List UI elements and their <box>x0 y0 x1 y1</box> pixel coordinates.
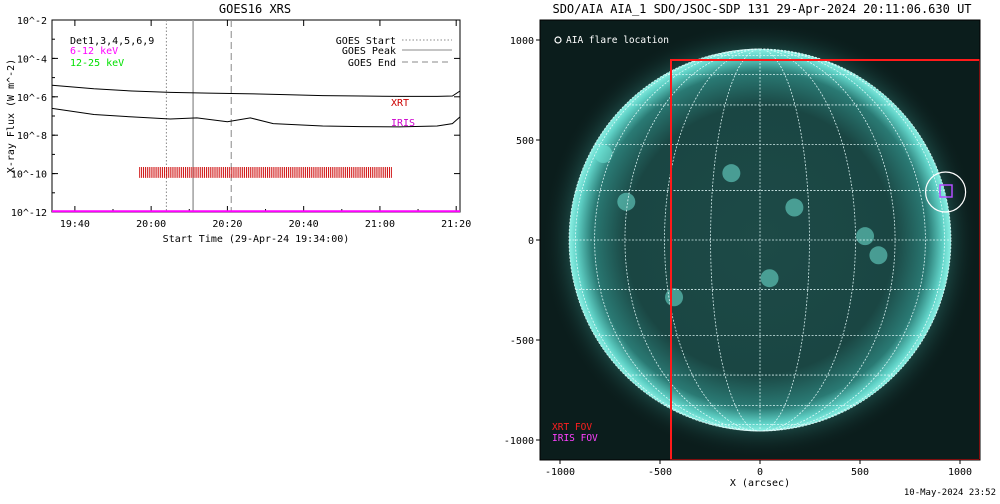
longitude-line <box>759 48 945 432</box>
legend-6-12kev: 6-12 keV <box>70 46 118 57</box>
active-region-glow <box>869 246 888 265</box>
heliographic-grid <box>568 48 952 432</box>
active-region-glow <box>665 288 684 307</box>
aia-x-axis-label: X (arcsec) <box>730 478 790 489</box>
date-stamp: 10-May-2024 23:52 <box>904 488 996 498</box>
flare-legend-icon <box>554 36 562 44</box>
active-region-glow <box>594 145 613 164</box>
goes-chart-title: GOES16 XRS <box>219 2 291 16</box>
flare-location-marker <box>924 171 967 213</box>
active-region-glow <box>785 198 804 217</box>
xrt-fov-box <box>670 59 980 460</box>
longitude-line <box>710 48 761 432</box>
xrt-fov-label: XRT FOV <box>552 422 592 433</box>
goes-y-axis: 10^-2 10^-4 10^-6 10^-8 10^-10 10^-12 <box>11 16 460 219</box>
limb-outline <box>568 48 952 432</box>
active-region-glow <box>617 192 636 211</box>
legend-goes-peak: GOES Peak <box>342 46 396 57</box>
longitude-line <box>624 48 761 432</box>
longitude-line <box>759 48 926 432</box>
goes-x-tick-label: 21:00 <box>365 219 395 230</box>
goes-xrs-panel: GOES16 XRS 10^-210^-410^-610^-810^-1010^… <box>6 2 471 245</box>
aia-x-tick-label: 500 <box>851 467 869 478</box>
goes-y-axis-label: X-ray Flux (W m^-2) <box>6 59 17 173</box>
aia-x-tick-label: 0 <box>757 467 763 478</box>
aia-y-tick-label: -500 <box>510 336 534 347</box>
aia-y-tick-label: 0 <box>528 236 534 247</box>
active-region-glow <box>722 164 741 183</box>
longitude-line <box>575 48 761 432</box>
goes-x-tick-label: 20:40 <box>289 219 319 230</box>
iris-fov-label: IRIS FOV <box>552 433 598 444</box>
goes-y-tick-label: 10^-2 <box>17 16 47 27</box>
goes-x-axis-label: Start Time (29-Apr-24 19:34:00) <box>163 234 350 245</box>
aia-x-tick-label: -500 <box>648 467 672 478</box>
longitude-line <box>759 48 856 432</box>
aia-x-tick-label: -1000 <box>545 467 575 478</box>
aia-y-tick-label: -1000 <box>504 436 534 447</box>
aia-y-tick-label: 1000 <box>510 36 534 47</box>
goes-flux-series <box>51 84 461 213</box>
aia-x-tick-label: 1000 <box>948 467 972 478</box>
aia-y-axis: 1000 500 0 -500 -1000 <box>504 36 540 447</box>
goes-x-tick-label: 19:40 <box>60 219 90 230</box>
goes-x-tick-label: 21:20 <box>441 219 471 230</box>
legend-12-25kev: 12-25 keV <box>70 58 124 69</box>
aia-image-panel: SDO/AIA AIA_1 SDO/JSOC-SDP 131 29-Apr-20… <box>504 2 996 498</box>
legend-goes-start: GOES Start <box>336 36 396 47</box>
goes-y-tick-label: 10^-4 <box>17 54 47 65</box>
longitude-line <box>664 48 761 432</box>
goes-y-tick-label: 10^-10 <box>11 170 47 181</box>
aia-y-tick-label: 500 <box>516 136 534 147</box>
iris-fov-box <box>939 184 953 198</box>
longitude-line <box>594 48 761 432</box>
goes-x-tick-label: 20:20 <box>212 219 242 230</box>
goes-x-tick-label: 20:00 <box>136 219 166 230</box>
goes-y-tick-label: 10^-8 <box>17 131 47 142</box>
xrt-annotation: XRT <box>391 98 409 109</box>
aia-x-axis: -1000 -500 0 500 1000 <box>545 460 972 478</box>
aia-image-title: SDO/AIA AIA_1 SDO/JSOC-SDP 131 29-Apr-20… <box>552 2 971 16</box>
active-region-glow <box>856 227 875 246</box>
goes-series-line-0 <box>51 84 461 97</box>
goes-y-tick-label: 10^-6 <box>17 93 47 104</box>
legend-detectors: Det1,3,4,5,6,9 <box>70 36 154 47</box>
flare-legend-label: AIA flare location <box>566 35 669 46</box>
active-regions <box>594 145 888 307</box>
xrt-observation-ticks <box>139 167 392 178</box>
longitude-line <box>759 48 810 432</box>
goes-event-lines <box>165 20 232 212</box>
goes-y-tick-label: 10^-12 <box>11 208 47 219</box>
iris-annotation: IRIS <box>391 118 415 129</box>
longitude-line <box>759 48 896 432</box>
goes-x-axis: 19:40 20:00 20:20 20:40 21:00 21:20 <box>60 20 471 230</box>
active-region-glow <box>760 269 779 288</box>
goes-series-line-1 <box>51 107 461 128</box>
legend-goes-end: GOES End <box>348 58 396 69</box>
